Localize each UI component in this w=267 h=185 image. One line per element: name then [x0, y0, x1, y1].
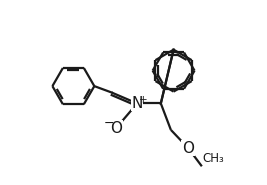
Text: O: O — [110, 121, 122, 136]
Text: CH₃: CH₃ — [203, 152, 225, 165]
Text: +: + — [139, 95, 147, 105]
Text: N: N — [131, 96, 143, 111]
Text: O: O — [182, 141, 194, 156]
Text: −: − — [104, 117, 115, 130]
